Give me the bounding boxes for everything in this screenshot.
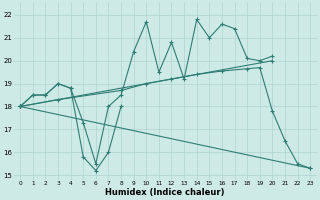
X-axis label: Humidex (Indice chaleur): Humidex (Indice chaleur) (106, 188, 225, 197)
